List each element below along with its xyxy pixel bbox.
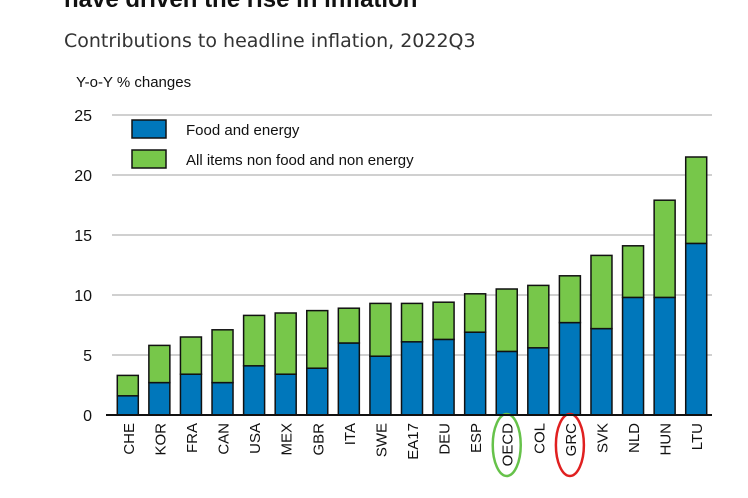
bar-food-energy-swe: [369, 355, 392, 416]
bar-core-nld: [621, 245, 645, 299]
bar-core-can: [211, 329, 234, 384]
bar-food-energy-ita: [337, 342, 361, 416]
bar-food-energy-can: [211, 381, 234, 416]
bar-food-energy-deu: [432, 338, 455, 416]
legend-label: All items non food and non energy: [186, 152, 414, 169]
x-tick-label: EA17: [405, 423, 422, 460]
x-tick-label: COL: [531, 423, 548, 454]
x-tick-label: OECD: [500, 423, 517, 467]
x-tick-label: CHE: [121, 423, 138, 455]
bar-food-energy-che: [116, 395, 140, 416]
bar-food-energy-col: [527, 347, 550, 416]
bar-core-svk: [590, 254, 613, 330]
bar-core-ltu: [684, 156, 708, 245]
bar-core-gbr: [306, 309, 329, 369]
bar-food-energy-usa: [242, 365, 266, 416]
x-tick-label: MEX: [279, 423, 296, 456]
legend-label: Food and energy: [186, 122, 300, 139]
x-tick-label: SVK: [594, 423, 611, 453]
bar-food-energy-fra: [179, 373, 203, 416]
bar-food-energy-hun: [653, 296, 676, 416]
bar-food-energy-ea17: [400, 341, 424, 416]
x-tick-label: KOR: [152, 423, 169, 456]
legend-swatch: [131, 119, 167, 139]
x-tick-label: DEU: [437, 423, 454, 455]
y-tick-label: 10: [74, 288, 92, 305]
x-tick-label: FRA: [184, 423, 201, 453]
bar-food-energy-nld: [621, 296, 645, 416]
bar-food-energy-gbr: [306, 367, 329, 416]
bar-core-hun: [653, 199, 676, 299]
x-tick-label: GBR: [310, 423, 327, 456]
legend-swatch: [131, 149, 167, 169]
bar-food-energy-kor: [148, 381, 171, 416]
bar-core-fra: [179, 336, 203, 375]
y-tick-label: 0: [83, 408, 92, 425]
bar-core-mex: [274, 312, 297, 375]
bar-food-energy-grc: [558, 321, 582, 416]
bar-food-energy-oecd: [495, 350, 518, 416]
bar-core-ita: [337, 307, 361, 344]
x-tick-label: SWE: [373, 423, 390, 457]
bar-core-oecd: [495, 288, 518, 353]
x-tick-label: ESP: [468, 423, 485, 453]
x-tick-label: CAN: [216, 423, 233, 455]
bar-food-energy-mex: [274, 373, 297, 416]
chart-subtitle: Contributions to headline inflation, 202…: [64, 30, 476, 52]
y-axis-label: Y-o-Y % changes: [76, 74, 191, 91]
bar-core-esp: [463, 293, 487, 333]
x-tick-label: ITA: [342, 423, 359, 445]
x-tick-label: NLD: [626, 423, 643, 453]
bar-core-che: [116, 374, 140, 397]
bar-core-usa: [242, 314, 266, 367]
chart-title: have driven the rise in inflation: [64, 0, 417, 14]
x-tick-label: LTU: [689, 423, 706, 450]
bar-food-energy-svk: [590, 327, 613, 416]
x-tick-label: HUN: [658, 423, 675, 456]
y-tick-label: 5: [83, 348, 92, 365]
bar-core-grc: [558, 275, 582, 324]
bar-food-energy-ltu: [684, 242, 708, 416]
y-tick-label: 25: [74, 108, 92, 125]
bar-core-deu: [432, 301, 455, 341]
x-tick-label: USA: [247, 423, 264, 454]
y-tick-label: 20: [74, 168, 92, 185]
bar-core-col: [527, 284, 550, 349]
bar-food-energy-esp: [463, 331, 487, 416]
bar-core-kor: [148, 344, 171, 384]
bar-core-swe: [369, 302, 392, 357]
y-tick-label: 15: [74, 228, 92, 245]
x-tick-label: GRC: [563, 423, 580, 457]
bar-core-ea17: [400, 302, 424, 343]
